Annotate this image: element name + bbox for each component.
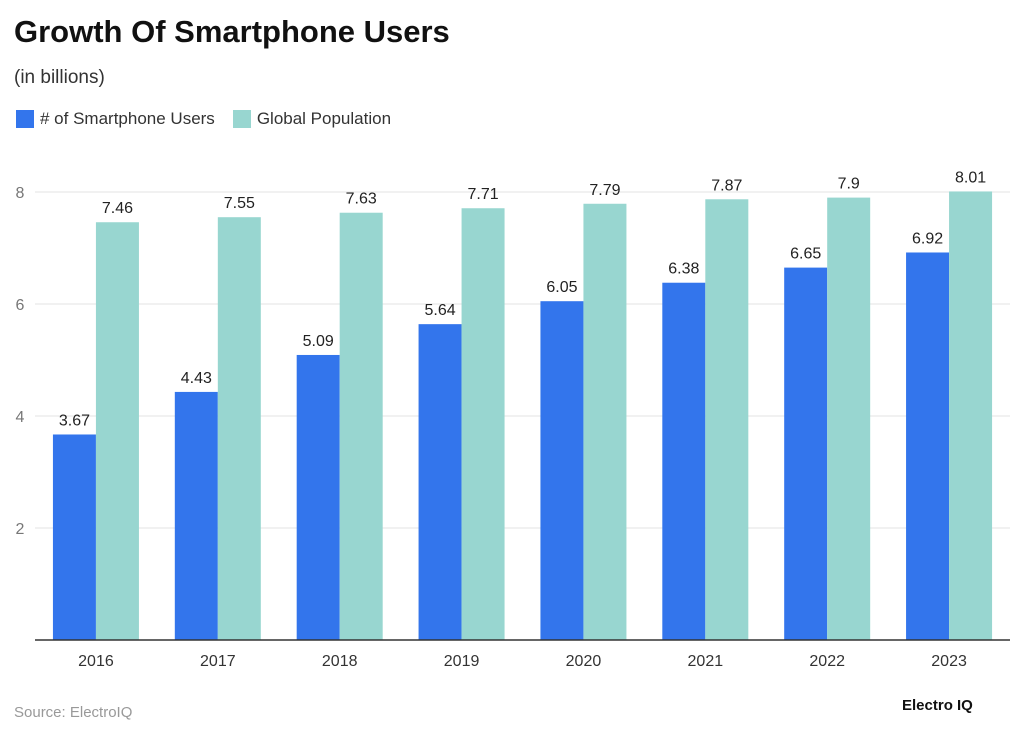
bar-smartphone-users xyxy=(784,267,828,640)
data-label: 7.9 xyxy=(838,176,860,193)
chart-title: Growth Of Smartphone Users xyxy=(14,14,450,49)
bar-global-population xyxy=(461,208,505,641)
legend-item-global-population: Global Population xyxy=(232,109,392,129)
bar-smartphone-users xyxy=(52,434,96,640)
chart-subtitle: (in billions) xyxy=(14,67,105,88)
data-label: 6.05 xyxy=(546,279,577,296)
data-label: 3.67 xyxy=(59,412,90,429)
legend-label: # of Smartphone Users xyxy=(40,109,215,128)
legend-swatch-smartphone-users xyxy=(16,110,34,128)
x-tick-label: 2023 xyxy=(931,653,967,670)
data-label: 5.64 xyxy=(424,302,455,319)
bar-global-population xyxy=(339,212,383,640)
bar-smartphone-users xyxy=(174,391,218,640)
bar-global-population xyxy=(583,203,627,640)
source-note: Source: ElectroIQ xyxy=(14,704,133,721)
data-label: 7.55 xyxy=(224,195,255,212)
y-tick-label: 2 xyxy=(16,521,25,538)
legend: # of Smartphone Users Global Population xyxy=(16,109,409,129)
bar-smartphone-users xyxy=(906,252,950,641)
bar-global-population xyxy=(95,222,139,641)
x-tick-label: 2019 xyxy=(444,653,480,670)
x-tick-label: 2020 xyxy=(566,653,602,670)
data-label: 7.79 xyxy=(589,182,620,199)
bar-global-population xyxy=(705,199,749,640)
x-tick-label: 2018 xyxy=(322,653,358,670)
data-label: 7.71 xyxy=(467,186,498,203)
bar-smartphone-users xyxy=(662,282,706,640)
x-tick-label: 2021 xyxy=(688,653,724,670)
legend-label: Global Population xyxy=(256,109,392,128)
y-tick-label: 8 xyxy=(16,185,25,202)
bar-smartphone-users xyxy=(540,301,584,640)
electroiq-logo: Electro IQ xyxy=(902,697,973,714)
bar-smartphone-users xyxy=(296,354,340,640)
x-tick-label: 2017 xyxy=(200,653,236,670)
data-label: 6.92 xyxy=(912,230,943,247)
bar-global-population xyxy=(217,217,261,640)
legend-item-smartphone-users: # of Smartphone Users xyxy=(16,109,215,129)
y-tick-label: 6 xyxy=(16,297,25,314)
data-label: 4.43 xyxy=(181,370,212,387)
data-label: 7.87 xyxy=(711,177,742,194)
bar-global-population xyxy=(827,197,871,640)
bar-smartphone-users xyxy=(418,324,462,640)
data-label: 8.01 xyxy=(955,169,986,186)
legend-swatch-global-population xyxy=(232,110,251,128)
data-label: 7.63 xyxy=(346,191,377,208)
bar-global-population xyxy=(949,191,993,640)
data-label: 5.09 xyxy=(303,333,334,350)
x-tick-label: 2022 xyxy=(809,653,845,670)
y-tick-label: 4 xyxy=(16,409,25,426)
x-tick-label: 2016 xyxy=(78,653,114,670)
data-label: 6.38 xyxy=(668,261,699,278)
data-label: 7.46 xyxy=(102,200,133,217)
data-label: 6.65 xyxy=(790,246,821,263)
